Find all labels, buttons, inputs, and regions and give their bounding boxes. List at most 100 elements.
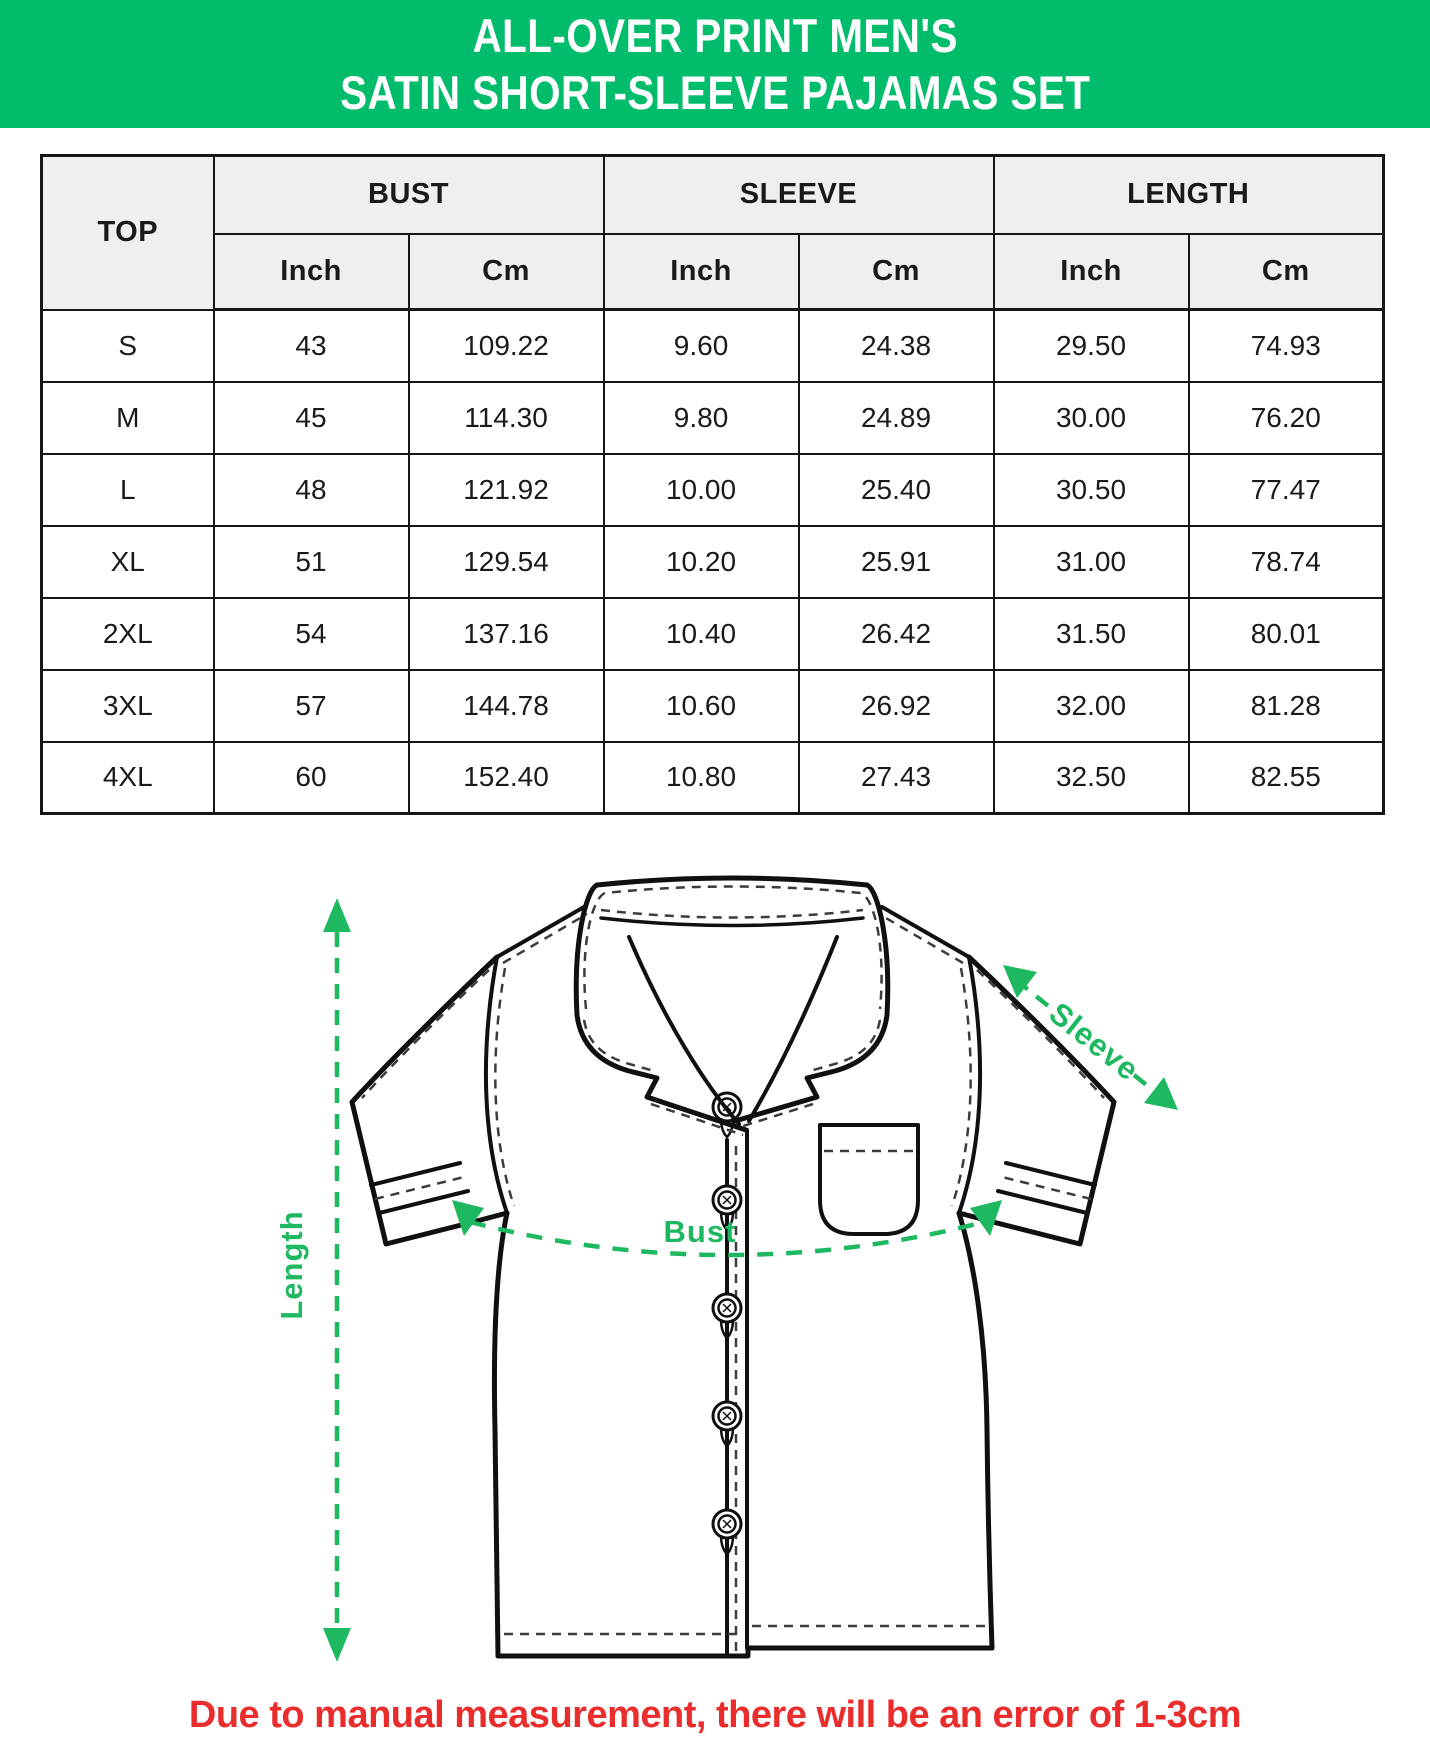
- right-sleeve-stitch: [976, 969, 1105, 1099]
- value-cell: 26.42: [797, 596, 995, 671]
- right-armhole-stitch: [950, 967, 972, 1207]
- size-label: L: [40, 452, 215, 527]
- value-cell: 121.92: [407, 452, 605, 527]
- value-cell: 48: [212, 452, 410, 527]
- size-label: XL: [40, 524, 215, 599]
- value-cell: 26.92: [797, 668, 995, 743]
- button: [711, 1292, 743, 1340]
- size-label: S: [40, 308, 215, 383]
- value-cell: 10.20: [602, 524, 800, 599]
- arrowhead-downright-icon: [1144, 1077, 1178, 1110]
- unit-header: Cm: [797, 232, 995, 311]
- table-row: M 45 114.30 9.80 24.89 30.00 76.20: [40, 380, 1385, 455]
- value-cell: 54: [212, 596, 410, 671]
- title-banner: ALL-OVER PRINT MEN'S SATIN SHORT-SLEEVE …: [0, 0, 1430, 128]
- unit-header: Cm: [407, 232, 605, 311]
- right-armhole-seam: [957, 955, 983, 1215]
- left-sleeve: [349, 954, 510, 1247]
- left-lapel-roll: [627, 935, 741, 1126]
- title-wrapper: ALL-OVER PRINT MEN'S SATIN SHORT-SLEEVE …: [340, 7, 1090, 121]
- value-cell: 24.38: [797, 308, 995, 383]
- right-sleeve: [956, 954, 1117, 1247]
- value-cell: 43: [212, 308, 410, 383]
- page-title-line1: ALL-OVER PRINT MEN'S: [472, 9, 958, 62]
- collar-left-wing-stitch: [582, 1019, 655, 1073]
- left-shoulder-seam: [495, 905, 586, 959]
- body-right-edge: [956, 1210, 995, 1651]
- collar-left-edge: [573, 882, 600, 1018]
- left-cuff: [377, 1189, 470, 1215]
- value-cell: 82.55: [1187, 740, 1385, 815]
- value-cell: 31.50: [992, 596, 1190, 671]
- table-row: S 43 109.22 9.60 24.38 29.50 74.93: [40, 308, 1385, 383]
- value-cell: 10.40: [602, 596, 800, 671]
- left-shoulder-stitch: [502, 912, 588, 965]
- arrowhead-upleft-icon: [1003, 965, 1037, 998]
- button: [711, 1508, 743, 1556]
- body-left-edge: [491, 1210, 510, 1659]
- arrowhead-up-icon: [323, 898, 351, 932]
- value-cell: 137.16: [407, 596, 605, 671]
- value-cell: 77.47: [1187, 452, 1385, 527]
- value-cell: 32.00: [992, 668, 1190, 743]
- value-cell: 10.60: [602, 668, 800, 743]
- collar-top-edge: [594, 875, 870, 888]
- table-row: XL 51 129.54 10.20 25.91 31.00 78.74: [40, 524, 1385, 599]
- value-cell: 114.30: [407, 380, 605, 455]
- right-lapel-stitch: [739, 1102, 814, 1129]
- table-group-header-row: TOP BUST SLEEVE LENGTH: [40, 154, 1385, 311]
- buttons: [711, 1091, 743, 1556]
- chest-pocket: [818, 1123, 920, 1236]
- value-cell: 60: [212, 740, 410, 815]
- value-cell: 51: [212, 524, 410, 599]
- value-cell: 45: [212, 380, 410, 455]
- value-cell: 31.00: [992, 524, 1190, 599]
- value-cell: 30.00: [992, 380, 1190, 455]
- value-cell: 78.74: [1187, 524, 1385, 599]
- left-armhole-stitch: [494, 967, 516, 1207]
- value-cell: 24.89: [797, 380, 995, 455]
- size-table: TOP BUST SLEEVE LENGTH Inch Cm Inch Cm I…: [40, 154, 1386, 815]
- value-cell: 25.91: [797, 524, 995, 599]
- collar-fold-seam: [599, 916, 865, 928]
- right-cuff: [1004, 1161, 1097, 1187]
- collar-right-wing-stitch: [809, 1019, 882, 1073]
- left-armhole-seam: [483, 955, 509, 1215]
- bust-label: Bust: [664, 1214, 737, 1249]
- left-lapel-stitch: [650, 1102, 744, 1137]
- size-label: 4XL: [40, 740, 215, 815]
- right-shoulder-seam: [880, 905, 971, 959]
- button: [711, 1400, 743, 1448]
- value-cell: 29.50: [992, 308, 1190, 383]
- value-cell: 129.54: [407, 524, 605, 599]
- value-cell: 9.60: [602, 308, 800, 383]
- value-cell: 81.28: [1187, 668, 1385, 743]
- collar-fold-stitch: [600, 908, 864, 919]
- right-lapel-roll: [747, 935, 839, 1123]
- collar-right-wing: [732, 1012, 890, 1124]
- value-cell: 30.50: [992, 452, 1190, 527]
- measurement-disclaimer: Due to manual measurement, there will be…: [188, 1694, 1242, 1736]
- table-row: 2XL 54 137.16 10.40 26.42 31.50 80.01: [40, 596, 1385, 671]
- value-cell: 32.50: [992, 740, 1190, 815]
- size-label: M: [40, 380, 215, 455]
- hem-left-panel: [495, 1645, 995, 1659]
- value-cell: 74.93: [1187, 308, 1385, 383]
- page-title-line2: SATIN SHORT-SLEEVE PAJAMAS SET: [339, 66, 1091, 119]
- value-cell: 152.40: [407, 740, 605, 815]
- group-header-length: LENGTH: [992, 154, 1385, 235]
- length-arrow: Length: [274, 898, 351, 1662]
- button: [711, 1184, 743, 1232]
- collar-outer-stitch: [583, 885, 883, 1010]
- collar-left-wing: [574, 1012, 749, 1133]
- left-sleeve-stitch: [361, 969, 490, 1099]
- arrowhead-down-icon: [323, 1628, 351, 1662]
- size-label: 2XL: [40, 596, 215, 671]
- size-label: 3XL: [40, 668, 215, 743]
- pajama-shirt-illustration: Length Bust Sleeve: [274, 875, 1178, 1662]
- table-unit-header-row: Inch Cm Inch Cm Inch Cm: [42, 232, 1385, 311]
- unit-header: Inch: [602, 232, 800, 311]
- arrowhead-right-icon: [970, 1200, 1002, 1236]
- value-cell: 144.78: [407, 668, 605, 743]
